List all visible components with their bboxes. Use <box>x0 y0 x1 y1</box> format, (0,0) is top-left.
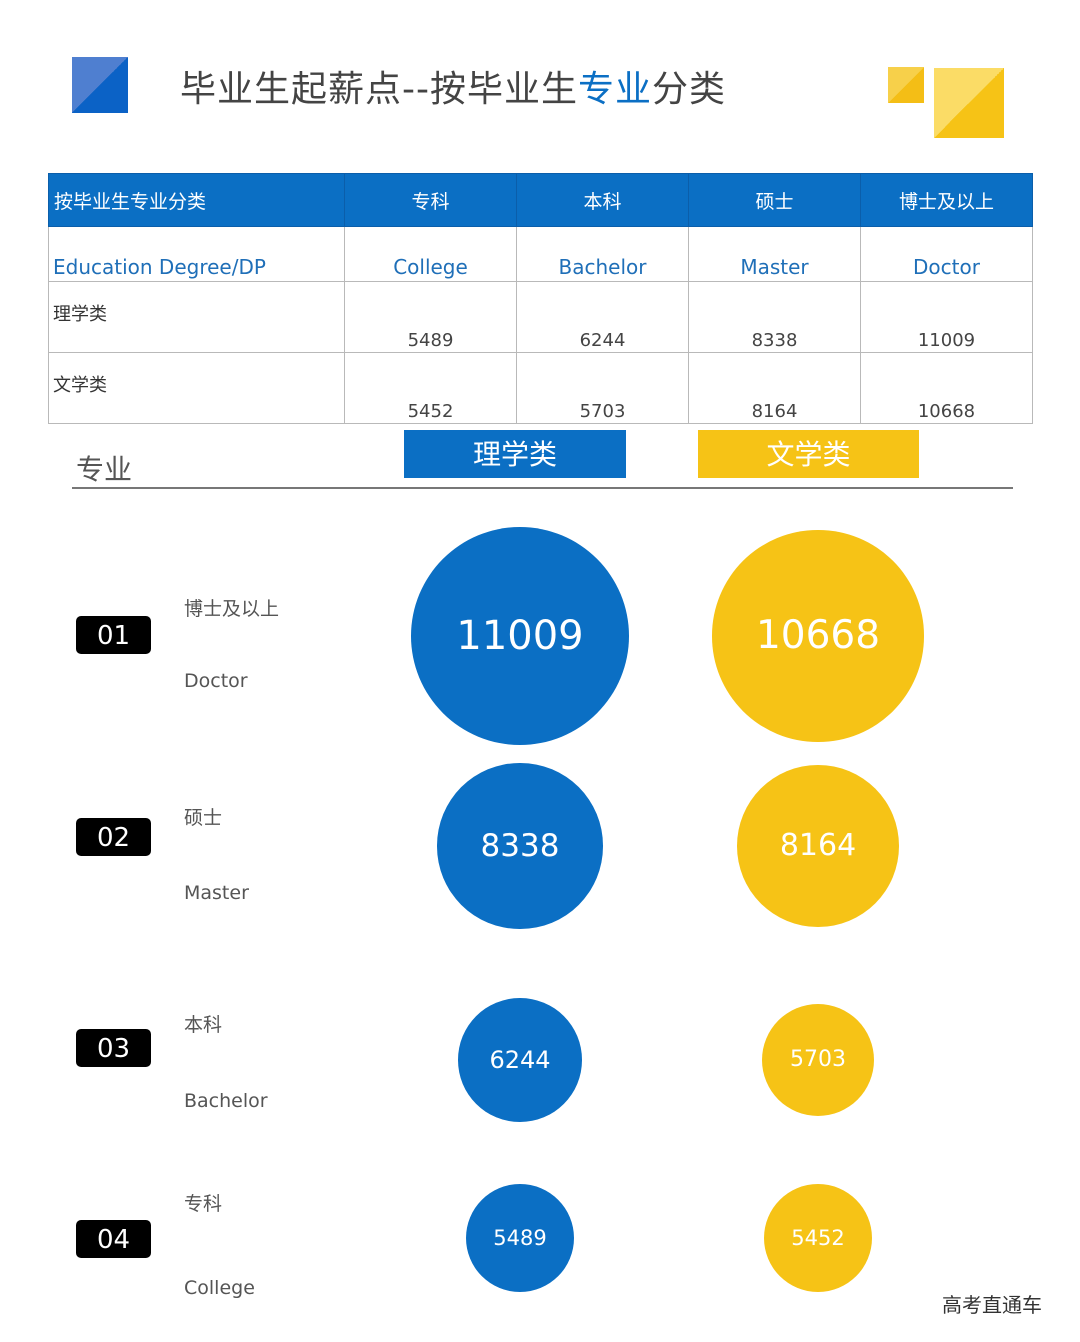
degree-label-cn: 博士及以上 <box>184 598 280 620</box>
major-section-label: 专业 <box>76 453 133 486</box>
table-english-header-row: Education Degree/DP College Bachelor Mas… <box>48 226 1033 282</box>
table-row-label: 文学类 <box>48 352 345 424</box>
degree-label-en: Bachelor <box>184 1090 268 1112</box>
degree-label-cn: 硕士 <box>184 807 223 829</box>
salary-table: 按毕业生专业分类 专科 本科 硕士 博士及以上 Education Degree… <box>48 173 1033 424</box>
page-title: 毕业生起薪点--按毕业生专业分类 <box>180 60 726 112</box>
title-blue-square-decoration <box>72 57 128 113</box>
bubble-value-label: 8338 <box>480 827 560 864</box>
bubble-value-label: 8164 <box>779 828 857 864</box>
table-row: 理学类 5489 6244 8338 11009 <box>48 281 1033 353</box>
table-row: 文学类 5452 5703 8164 10668 <box>48 352 1033 424</box>
table-cell: 8338 <box>688 281 861 353</box>
table-cell: 8164 <box>688 352 861 424</box>
bubble-value-label: 10668 <box>755 613 881 659</box>
table-en-master: Master <box>688 226 861 282</box>
table-en-doctor: Doctor <box>860 226 1033 282</box>
degree-label-cn: 专科 <box>184 1193 223 1215</box>
bubble-science: 8338 <box>437 763 603 929</box>
yellow-square-decoration-large <box>934 68 1004 138</box>
table-en-bachelor: Bachelor <box>516 226 689 282</box>
table-cell: 5452 <box>344 352 517 424</box>
bubble-science: 6244 <box>458 998 582 1122</box>
table-header-category: 按毕业生专业分类 <box>48 173 345 227</box>
bubble-liberal-arts: 10668 <box>712 530 924 742</box>
legend-liberal-arts: 文学类 <box>698 430 919 478</box>
table-header-row: 按毕业生专业分类 专科 本科 硕士 博士及以上 <box>48 173 1033 227</box>
table-cell: 11009 <box>860 281 1033 353</box>
bubble-science: 5489 <box>465 1183 575 1293</box>
page-title-suffix: 分类 <box>652 69 727 110</box>
bubble-science: 11009 <box>411 527 629 745</box>
degree-label-en: College <box>184 1277 255 1299</box>
table-header-college: 专科 <box>344 173 517 227</box>
page-title-accent: 专业 <box>577 69 652 110</box>
yellow-square-decoration-small <box>888 67 924 103</box>
degree-badge: 03 <box>76 1029 151 1067</box>
bubble-liberal-arts: 5452 <box>764 1184 872 1292</box>
table-row-label: 理学类 <box>48 281 345 353</box>
degree-label-en: Doctor <box>184 670 248 692</box>
table-en-category: Education Degree/DP <box>48 226 345 282</box>
watermark: 高考直通车 <box>942 1293 1042 1317</box>
bubble-value-label: 5452 <box>791 1226 845 1250</box>
table-en-college: College <box>344 226 517 282</box>
table-header-doctor: 博士及以上 <box>860 173 1033 227</box>
bubble-liberal-arts: 8164 <box>737 765 899 927</box>
bubble-value-label: 5703 <box>789 1047 846 1073</box>
bubble-liberal-arts: 5703 <box>761 1003 875 1117</box>
bubble-value-label: 6244 <box>489 1045 551 1074</box>
degree-label-cn: 本科 <box>184 1014 223 1036</box>
table-cell: 5703 <box>516 352 689 424</box>
table-cell: 10668 <box>860 352 1033 424</box>
table-header-master: 硕士 <box>688 173 861 227</box>
bubble-value-label: 11009 <box>456 613 584 659</box>
page-title-prefix: 毕业生起薪点--按毕业生 <box>180 69 578 110</box>
legend-science: 理学类 <box>404 430 626 478</box>
bubble-value-label: 5489 <box>493 1225 547 1250</box>
table-cell: 5489 <box>344 281 517 353</box>
degree-badge: 04 <box>76 1220 151 1258</box>
degree-badge: 01 <box>76 616 151 654</box>
table-header-bachelor: 本科 <box>516 173 689 227</box>
table-cell: 6244 <box>516 281 689 353</box>
degree-label-en: Master <box>184 882 249 904</box>
degree-badge: 02 <box>76 818 151 856</box>
section-divider <box>72 487 1013 489</box>
